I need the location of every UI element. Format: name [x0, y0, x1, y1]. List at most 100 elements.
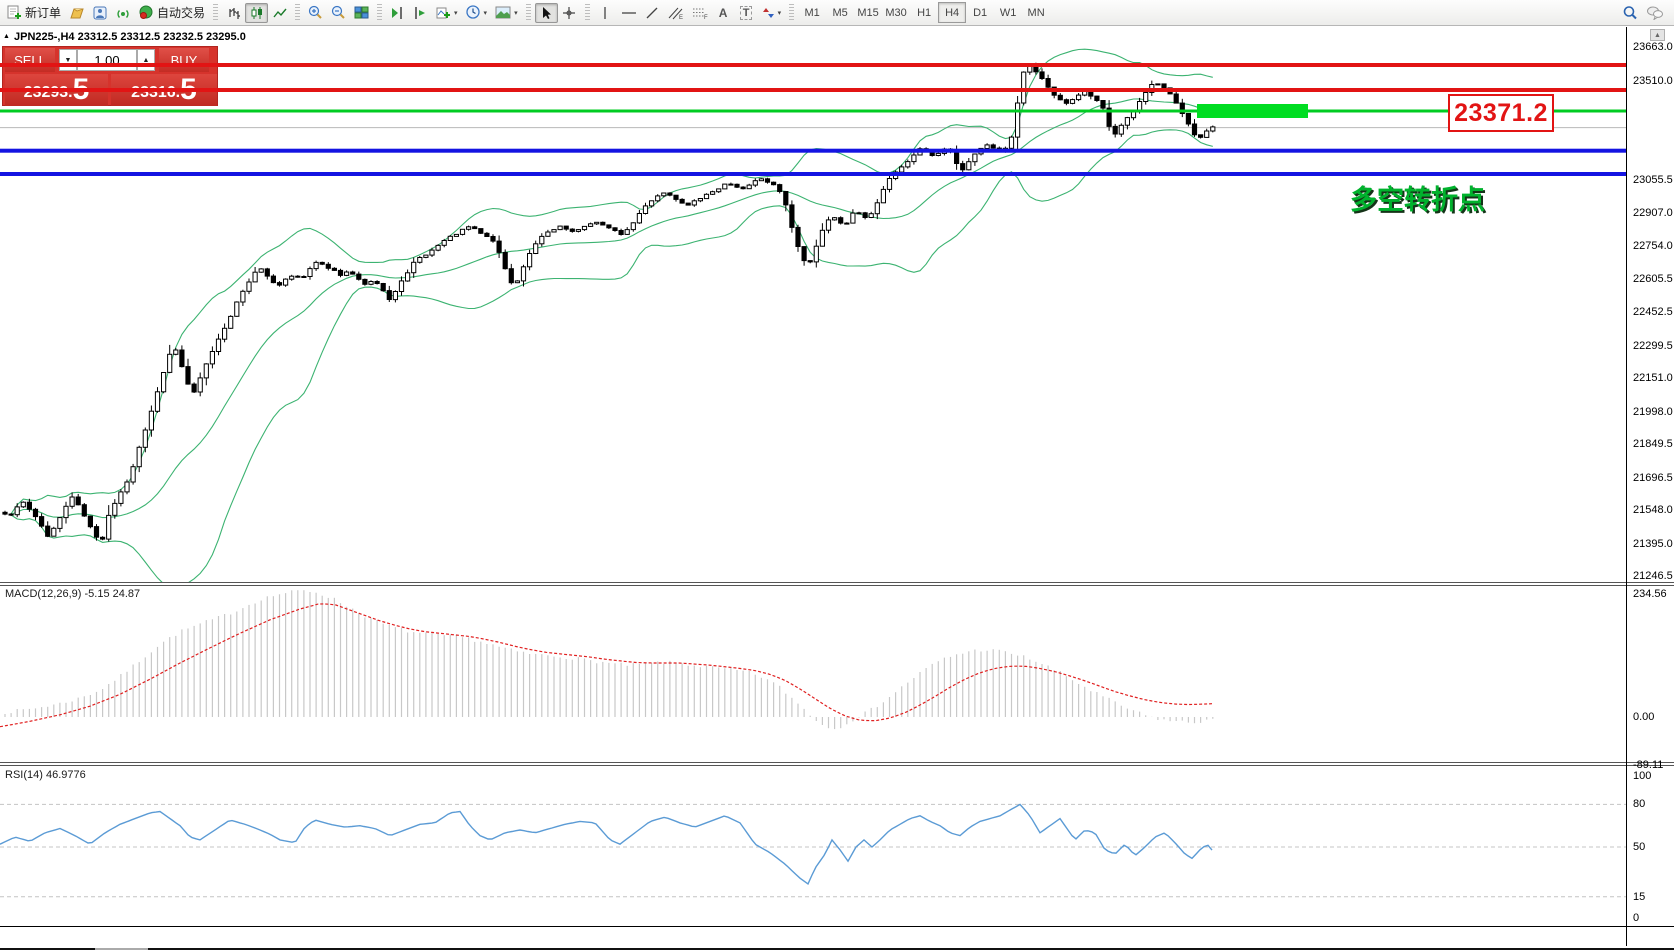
- arrows-icon: [762, 6, 775, 20]
- line-chart-button[interactable]: [268, 3, 291, 23]
- axis-tick-label: 22907.0: [1633, 207, 1673, 219]
- arrows-button[interactable]: ▾: [758, 3, 786, 23]
- new-order-button[interactable]: 新订单: [3, 3, 65, 23]
- equidistant-channel-button[interactable]: E: [664, 3, 688, 23]
- bar-chart-button[interactable]: [222, 3, 245, 23]
- new-order-icon: [7, 5, 22, 20]
- text-label-button[interactable]: T: [735, 3, 758, 23]
- toolbar-handle[interactable]: [213, 3, 219, 22]
- date-axis-border: [0, 926, 1674, 927]
- toolbox-button[interactable]: [65, 3, 89, 23]
- tab-timeframe-h1[interactable]: H1: [917, 6, 932, 19]
- template-icon: [495, 6, 511, 19]
- equidistant-channel-icon: E: [668, 6, 684, 20]
- rsi-pane[interactable]: [0, 766, 1626, 926]
- bar-chart-icon: [227, 6, 241, 20]
- auto-scroll-button[interactable]: [386, 3, 409, 23]
- trendline-icon: [645, 6, 659, 20]
- market-watch-button[interactable]: [89, 3, 112, 23]
- market-watch-icon: [93, 6, 108, 20]
- macd-pane[interactable]: [0, 586, 1626, 762]
- main-chart-svg: [0, 48, 1626, 582]
- pane-separator[interactable]: [0, 582, 1674, 586]
- dropdown-arrow-icon: ▾: [483, 9, 488, 17]
- toolbar-handle[interactable]: [525, 3, 531, 22]
- toolbar-handle[interactable]: [295, 3, 301, 22]
- tab-timeframe-m5[interactable]: M5: [832, 6, 848, 19]
- tab-timeframe-m30[interactable]: M30: [885, 6, 907, 19]
- toolbox-icon: [69, 6, 85, 20]
- tile-windows-button[interactable]: [350, 3, 373, 23]
- axis-tick-label: 23055.5: [1633, 174, 1673, 186]
- horizontal-line-icon: [621, 6, 637, 20]
- axis-tick-label: 23663.0: [1633, 41, 1673, 53]
- zoom-in-button[interactable]: [304, 3, 327, 23]
- axis-tick-label: 21246.5: [1633, 570, 1673, 582]
- pane-separator[interactable]: [0, 762, 1674, 766]
- date-axis[interactable]: 7 Oct 20199 Oct 00:0010 Oct 10:5511 Oct …: [0, 927, 1674, 947]
- vertical-line-button[interactable]: [594, 3, 617, 23]
- fibonacci-button[interactable]: F: [688, 3, 712, 23]
- price-axis[interactable]: 23663.0 23510.0 23055.5 22907.0 22754.0 22605…: [1626, 27, 1674, 926]
- chart-shift-button[interactable]: [409, 3, 432, 23]
- chinese-annotation-text[interactable]: 多空转折点: [1350, 185, 1485, 215]
- crosshair-button[interactable]: [558, 3, 581, 23]
- tab-timeframe-m15[interactable]: M15: [857, 6, 879, 19]
- search-icon: [1622, 5, 1638, 21]
- tab-timeframe-mn[interactable]: MN: [1027, 6, 1045, 19]
- periods-button[interactable]: ▾: [462, 3, 492, 23]
- dropdown-arrow-icon: ▾: [514, 9, 518, 17]
- tile-windows-icon: [354, 6, 369, 20]
- h-scrollbar-track[interactable]: [0, 948, 95, 950]
- macd-axis-label: 234.56: [1633, 588, 1667, 600]
- auto-trading-button[interactable]: 自动交易: [135, 3, 209, 23]
- indicators-button[interactable]: ▾: [432, 3, 462, 23]
- trendline-button[interactable]: [641, 3, 664, 23]
- macd-label: MACD(12,26,9) -5.15 24.87: [5, 588, 141, 600]
- tab-timeframe-m1[interactable]: M1: [804, 6, 820, 19]
- main-chart-pane[interactable]: [0, 28, 1626, 582]
- h-scrollbar-thumb[interactable]: [95, 948, 148, 950]
- axis-tick-label: 22605.5: [1633, 273, 1673, 285]
- crosshair-icon: [562, 6, 576, 20]
- cursor-icon: [540, 6, 553, 20]
- search-button[interactable]: [1618, 3, 1642, 23]
- signal-button[interactable]: [112, 3, 135, 23]
- zoom-out-button[interactable]: [327, 3, 350, 23]
- text-button[interactable]: A: [712, 3, 735, 23]
- chart-ohlc-title: JPN225-,H4 23312.5 23312.5 23232.5 23295…: [14, 31, 246, 43]
- rsi-axis-label: 100: [1633, 770, 1652, 782]
- candlestick-chart-button[interactable]: [245, 2, 269, 23]
- toolbar-handle[interactable]: [377, 3, 383, 22]
- axis-tick-label: 21998.0: [1633, 406, 1673, 418]
- toolbar-handle[interactable]: [789, 3, 795, 22]
- auto-trading-icon: [139, 5, 154, 20]
- scroll-up-button[interactable]: ▲: [1650, 29, 1665, 41]
- h-scrollbar-track[interactable]: [148, 948, 1674, 950]
- axis-tick-label: 22754.0: [1633, 240, 1673, 252]
- horizontal-line-button[interactable]: [617, 3, 641, 23]
- auto-scroll-icon: [390, 6, 405, 20]
- cursor-button[interactable]: [534, 2, 558, 23]
- text-a-icon: A: [718, 5, 728, 20]
- axis-tick-label: 22299.5: [1633, 340, 1673, 352]
- axis-tick-label: 21548.0: [1633, 504, 1673, 516]
- one-click-collapse-icon[interactable]: ▲: [3, 33, 10, 40]
- tab-timeframe-w1[interactable]: W1: [999, 6, 1017, 19]
- chat-button[interactable]: [1642, 3, 1668, 23]
- templates-button[interactable]: ▾: [491, 3, 522, 23]
- new-order-label: 新订单: [25, 6, 62, 20]
- tab-timeframe-h4[interactable]: H4: [938, 2, 967, 23]
- text-label-icon: T: [739, 5, 753, 20]
- rsi-axis-label: 80: [1633, 798, 1646, 810]
- toolbar-handle[interactable]: [584, 3, 590, 22]
- rsi-label: RSI(14) 46.9776: [5, 769, 86, 781]
- macd-axis-label: 0.00: [1633, 711, 1655, 723]
- tab-timeframe-d1[interactable]: D1: [973, 6, 988, 19]
- macd-svg: [0, 590, 1214, 730]
- signal-icon: [116, 6, 131, 20]
- svg-text:E: E: [679, 15, 683, 20]
- rsi-axis-label: 50: [1633, 841, 1646, 853]
- price-annotation-box[interactable]: 23371.2: [1448, 94, 1554, 132]
